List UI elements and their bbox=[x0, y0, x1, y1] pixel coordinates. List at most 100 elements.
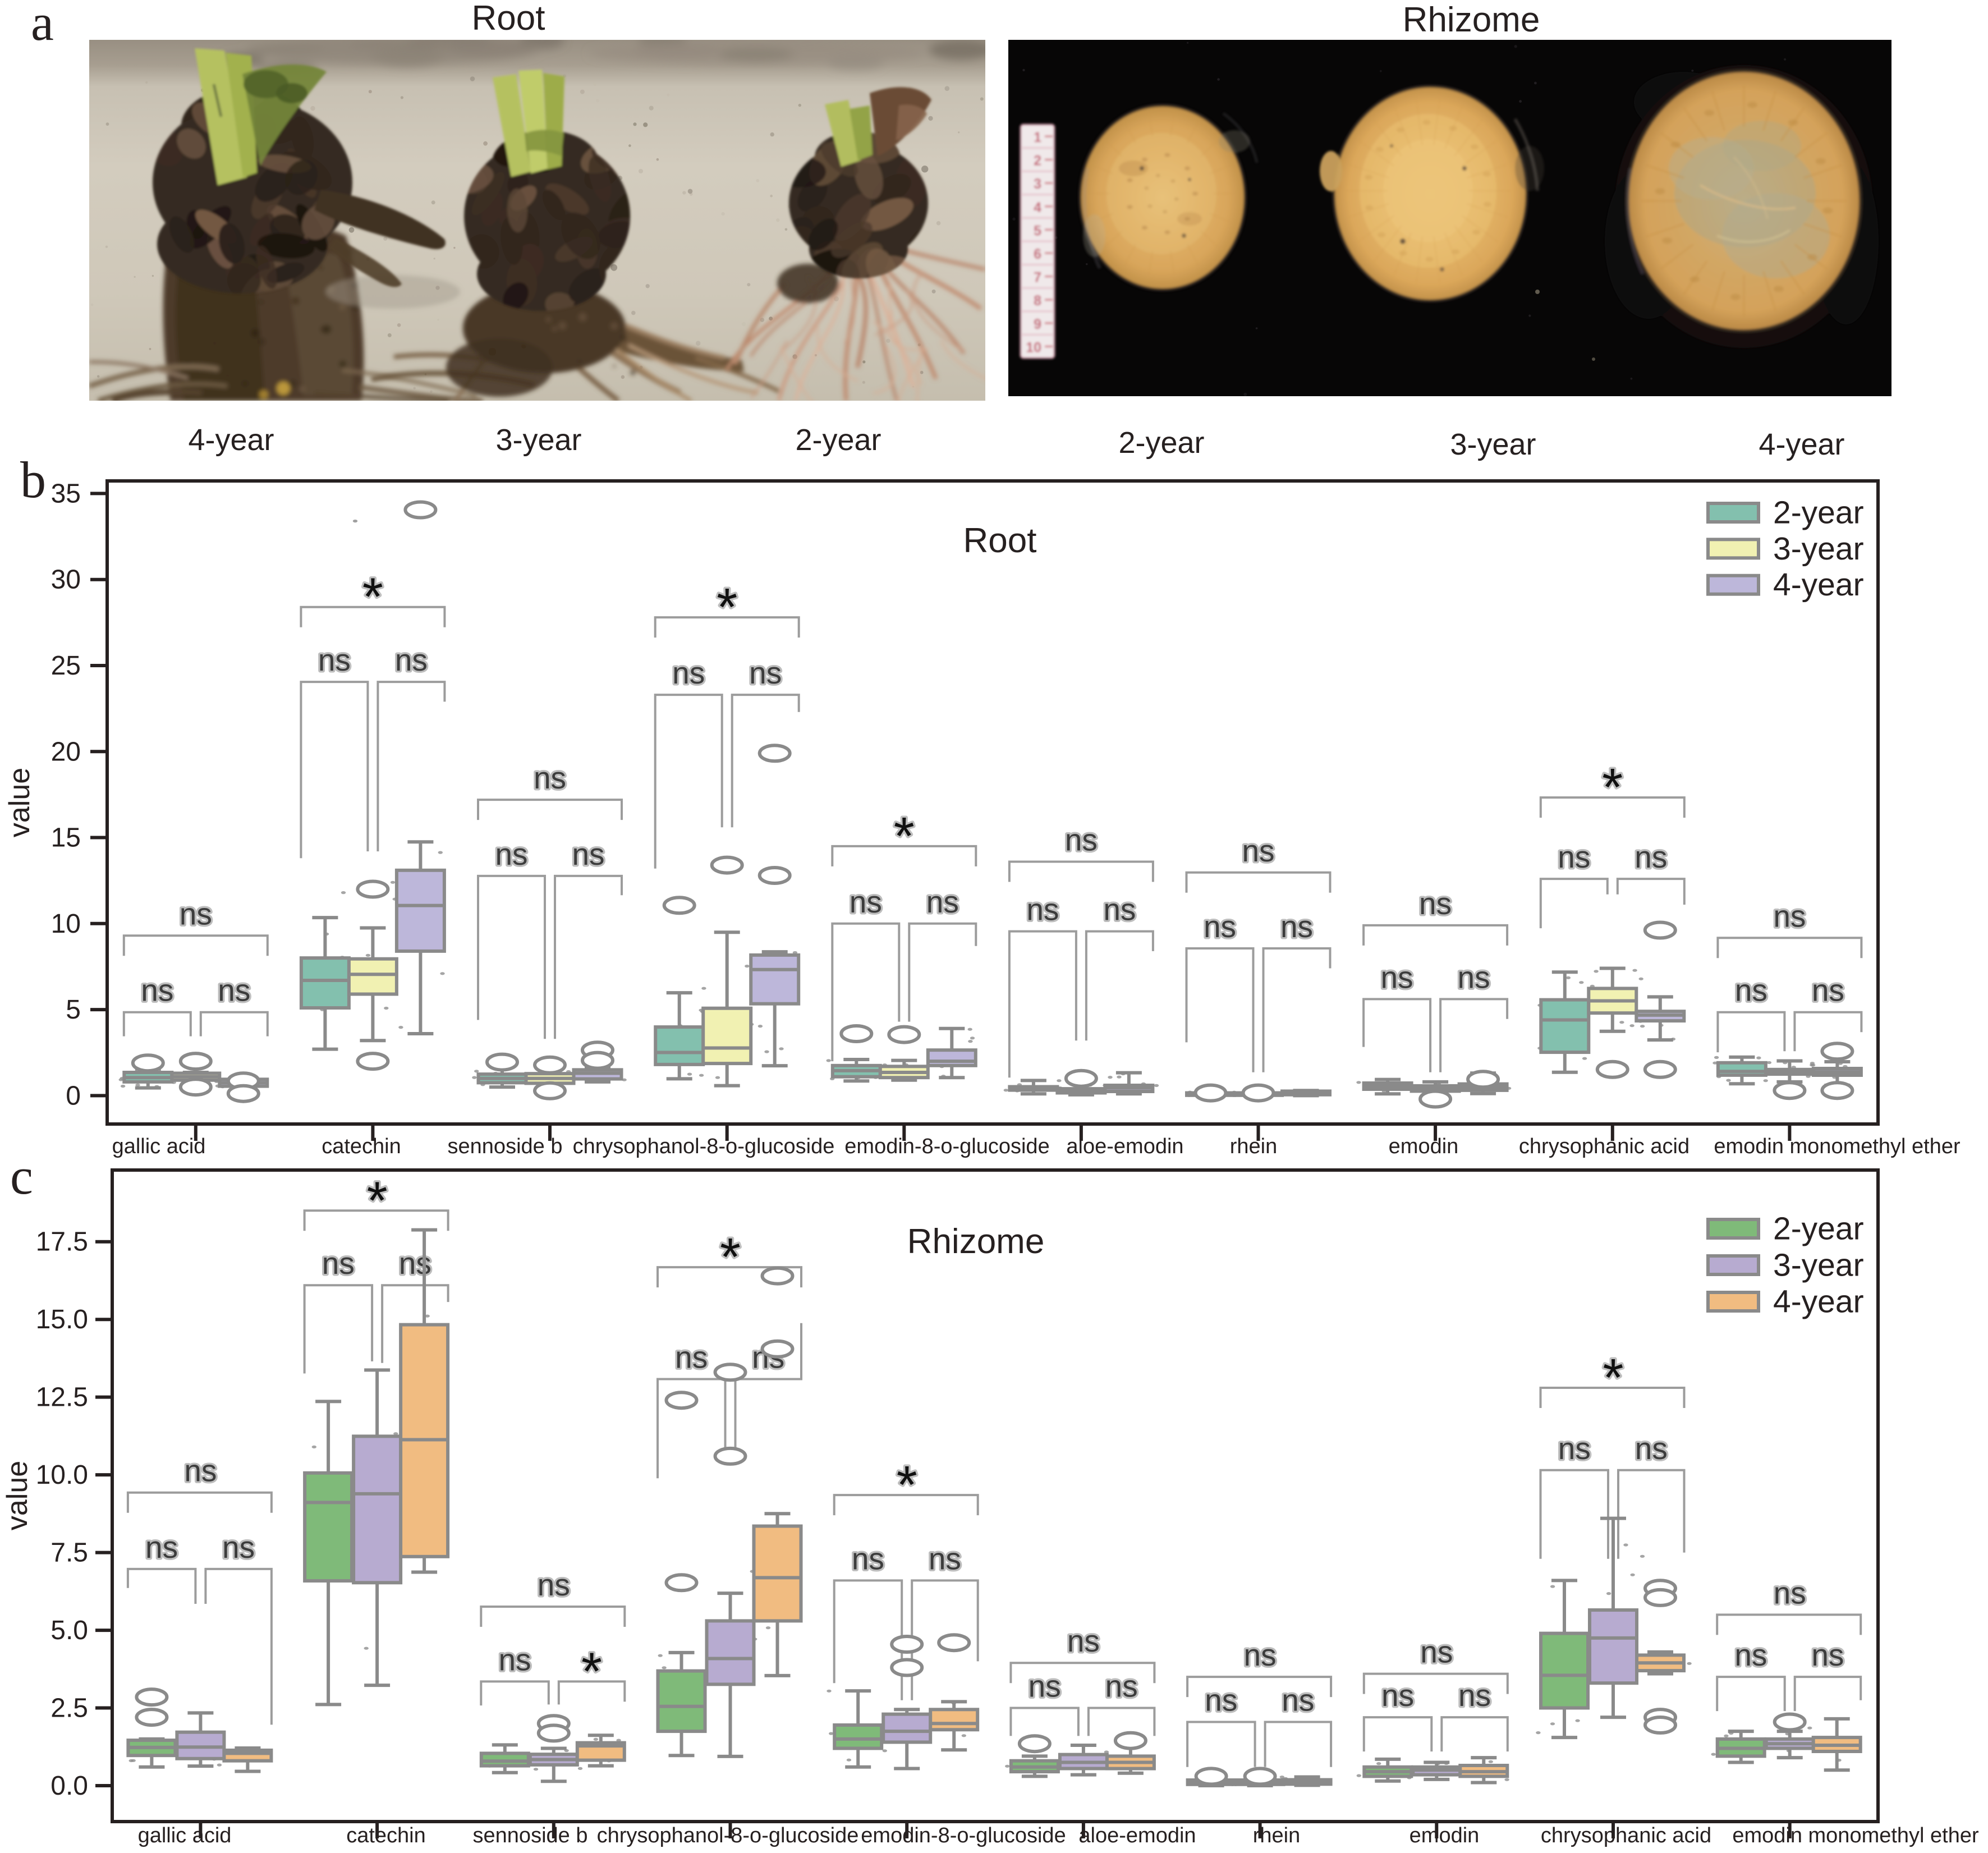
svg-text:4-year: 4-year bbox=[1759, 428, 1844, 461]
svg-text:5: 5 bbox=[1034, 223, 1041, 238]
svg-text:chrysophanol-8-o-glucoside: chrysophanol-8-o-glucoside bbox=[597, 1824, 859, 1847]
svg-text:ns: ns bbox=[322, 1246, 355, 1281]
svg-text:1: 1 bbox=[1034, 130, 1041, 145]
svg-text:35: 35 bbox=[51, 479, 81, 508]
svg-text:c: c bbox=[10, 1148, 33, 1205]
svg-text:ns: ns bbox=[1419, 886, 1452, 921]
svg-text:emodin: emodin bbox=[1409, 1824, 1480, 1847]
svg-text:emodin monomethyl ether: emodin monomethyl ether bbox=[1714, 1135, 1961, 1158]
svg-text:2-year: 2-year bbox=[1118, 426, 1204, 460]
svg-text:emodin: emodin bbox=[1389, 1135, 1459, 1158]
svg-text:3-year: 3-year bbox=[495, 423, 581, 457]
svg-text:8: 8 bbox=[1034, 293, 1041, 309]
svg-text:ns: ns bbox=[1280, 909, 1313, 944]
svg-text:ns: ns bbox=[1458, 960, 1490, 994]
svg-text:7: 7 bbox=[1034, 270, 1041, 286]
svg-text:ns: ns bbox=[1773, 898, 1806, 933]
svg-text:ns: ns bbox=[495, 837, 527, 872]
svg-text:ns: ns bbox=[850, 884, 882, 919]
svg-text:3-year: 3-year bbox=[1450, 428, 1536, 461]
svg-text:10.0: 10.0 bbox=[36, 1460, 88, 1490]
svg-text:30: 30 bbox=[51, 565, 81, 595]
svg-text:Rhizome: Rhizome bbox=[1403, 1, 1540, 39]
svg-text:ns: ns bbox=[749, 655, 782, 690]
svg-text:aloe-emodin: aloe-emodin bbox=[1066, 1135, 1183, 1158]
svg-text:Root: Root bbox=[963, 521, 1037, 560]
svg-text:2-year: 2-year bbox=[1773, 495, 1864, 531]
svg-text:ns: ns bbox=[572, 837, 604, 872]
svg-text:emodin monomethyl ether: emodin monomethyl ether bbox=[1732, 1824, 1979, 1847]
svg-text:5: 5 bbox=[66, 995, 81, 1025]
svg-text:ns: ns bbox=[1282, 1683, 1314, 1718]
svg-text:15.0: 15.0 bbox=[36, 1305, 88, 1334]
svg-text:ns: ns bbox=[1103, 892, 1136, 927]
svg-text:17.5: 17.5 bbox=[36, 1227, 88, 1257]
svg-text:ns: ns bbox=[1811, 1638, 1844, 1672]
svg-text:Rhizome: Rhizome bbox=[907, 1222, 1045, 1261]
svg-text:*: * bbox=[1602, 758, 1623, 817]
svg-text:5.0: 5.0 bbox=[50, 1616, 88, 1645]
svg-text:emodin-8-o-glucoside: emodin-8-o-glucoside bbox=[844, 1135, 1049, 1158]
svg-text:4-year: 4-year bbox=[1773, 567, 1864, 603]
svg-text:ns: ns bbox=[1204, 909, 1236, 944]
svg-text:ns: ns bbox=[1812, 973, 1844, 1008]
svg-text:sennoside b: sennoside b bbox=[473, 1824, 588, 1847]
svg-text:ns: ns bbox=[222, 1530, 255, 1565]
svg-text:ns: ns bbox=[1026, 892, 1059, 927]
svg-text:10: 10 bbox=[51, 909, 81, 939]
svg-text:4: 4 bbox=[1034, 200, 1041, 215]
svg-text:ns: ns bbox=[1244, 1638, 1277, 1672]
svg-text:ns: ns bbox=[1558, 1431, 1591, 1466]
svg-text:2-year: 2-year bbox=[795, 423, 881, 457]
svg-text:ns: ns bbox=[1381, 1678, 1414, 1713]
svg-text:ns: ns bbox=[1635, 1431, 1668, 1466]
svg-text:2-year: 2-year bbox=[1773, 1211, 1864, 1247]
svg-text:*: * bbox=[717, 577, 737, 637]
svg-text:ns: ns bbox=[141, 973, 173, 1008]
svg-text:chrysophanic acid: chrysophanic acid bbox=[1519, 1135, 1689, 1158]
svg-text:ns: ns bbox=[675, 1340, 708, 1375]
svg-text:ns: ns bbox=[1029, 1669, 1061, 1704]
svg-text:7.5: 7.5 bbox=[50, 1538, 88, 1568]
svg-text:ns: ns bbox=[218, 973, 250, 1008]
svg-text:catechin: catechin bbox=[346, 1824, 426, 1847]
svg-text:ns: ns bbox=[534, 760, 566, 795]
svg-text:ns: ns bbox=[1458, 1678, 1491, 1713]
svg-text:gallic acid: gallic acid bbox=[112, 1135, 206, 1158]
svg-text:ns: ns bbox=[145, 1530, 178, 1565]
svg-text:ns: ns bbox=[399, 1246, 431, 1281]
svg-text:ns: ns bbox=[672, 655, 705, 690]
svg-text:gallic acid: gallic acid bbox=[138, 1824, 232, 1847]
svg-text:value: value bbox=[3, 768, 36, 837]
svg-text:*: * bbox=[894, 806, 915, 866]
svg-text:ns: ns bbox=[1735, 973, 1767, 1008]
svg-text:ns: ns bbox=[926, 884, 959, 919]
svg-text:ns: ns bbox=[1420, 1635, 1453, 1669]
svg-text:ns: ns bbox=[1205, 1683, 1237, 1718]
svg-text:20: 20 bbox=[51, 737, 81, 767]
svg-text:catechin: catechin bbox=[322, 1135, 401, 1158]
svg-text:2.5: 2.5 bbox=[50, 1694, 88, 1723]
svg-text:emodin-8-o-glucoside: emodin-8-o-glucoside bbox=[861, 1824, 1066, 1847]
svg-text:ns: ns bbox=[318, 643, 351, 677]
svg-text:3-year: 3-year bbox=[1773, 531, 1864, 567]
svg-text:15: 15 bbox=[51, 823, 81, 853]
svg-text:ns: ns bbox=[1774, 1575, 1806, 1610]
svg-text:sennoside b: sennoside b bbox=[448, 1135, 563, 1158]
svg-text:ns: ns bbox=[395, 643, 428, 677]
svg-text:ns: ns bbox=[538, 1567, 570, 1602]
svg-text:ns: ns bbox=[929, 1541, 961, 1576]
svg-text:ns: ns bbox=[1734, 1638, 1767, 1672]
svg-text:9: 9 bbox=[1034, 317, 1041, 332]
svg-text:*: * bbox=[897, 1455, 917, 1515]
svg-text:a: a bbox=[31, 0, 54, 51]
svg-text:ns: ns bbox=[1381, 960, 1413, 994]
svg-text:ns: ns bbox=[1065, 823, 1098, 857]
svg-text:10: 10 bbox=[1026, 340, 1041, 355]
svg-text:chrysophanol-8-o-glucoside: chrysophanol-8-o-glucoside bbox=[573, 1135, 835, 1158]
svg-text:0.0: 0.0 bbox=[50, 1771, 88, 1801]
svg-text:rhein: rhein bbox=[1253, 1824, 1301, 1847]
svg-text:*: * bbox=[581, 1641, 602, 1701]
svg-text:ns: ns bbox=[1558, 840, 1590, 874]
svg-text:4-year: 4-year bbox=[1773, 1284, 1864, 1320]
